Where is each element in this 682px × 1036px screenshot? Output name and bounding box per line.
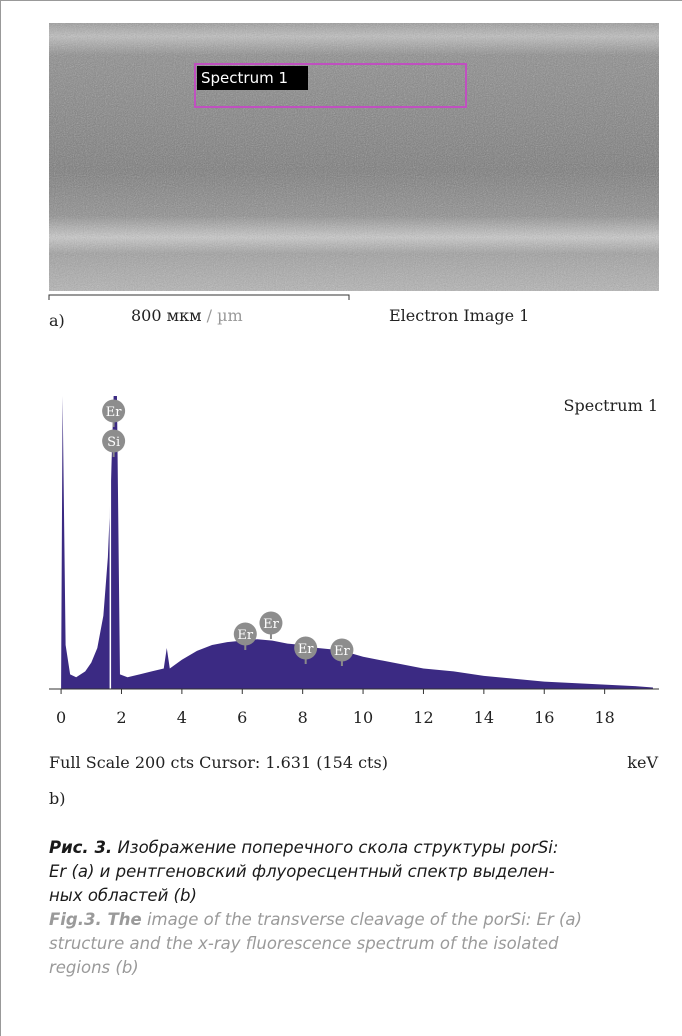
panel-label: a)	[49, 311, 65, 330]
caption-text: Изображение поперечного скола структуры …	[117, 838, 559, 857]
marker	[330, 638, 354, 662]
scale-bar	[48, 294, 350, 300]
marker-label: Er	[237, 628, 253, 643]
caption-line: structure and the x-ray fluorescence spe…	[49, 932, 679, 956]
chart-title: Spectrum 1	[564, 396, 658, 415]
x-tick-label: 2	[116, 708, 126, 727]
x-tick-label: 16	[534, 708, 554, 727]
marker-label: Si	[107, 435, 120, 450]
x-unit: keV	[627, 753, 658, 772]
marker-label: Er	[106, 405, 122, 420]
caption-text: structure and the x-ray fluorescence spe…	[49, 934, 559, 953]
caption-en: Fig.3. The image of the transverse cleav…	[49, 908, 679, 980]
marker	[102, 399, 126, 423]
scale-unit: / µm	[207, 306, 243, 325]
box-label-bg	[197, 66, 308, 90]
x-tick-label: 0	[56, 708, 66, 727]
marker-label: Er	[334, 644, 350, 659]
caption-ru: Рис. 3. Изображение поперечного скола ст…	[49, 836, 679, 908]
image-title: Electron Image 1	[389, 306, 529, 325]
caption-text: regions (b)	[49, 958, 139, 977]
spectrum-box	[194, 63, 467, 108]
x-tick-label: 14	[474, 708, 494, 727]
x-tick-label: 10	[353, 708, 373, 727]
scale-label: 800 мкм / µm	[131, 306, 243, 325]
scale-number: 800 мкм	[131, 306, 202, 325]
chart-footer: Full Scale 200 cts Cursor: 1.631 (154 ct…	[49, 753, 388, 772]
caption-text: Er (a) и рентгеновский флуоресцентный сп…	[49, 862, 555, 881]
chart-panel: b)	[49, 789, 65, 808]
caption-label: Fig.3. The	[49, 910, 142, 929]
x-tick-label: 18	[594, 708, 614, 727]
caption-label: Рис. 3.	[49, 838, 113, 857]
caption-line: ных областей (b)	[49, 884, 679, 908]
x-tick-label: 6	[237, 708, 247, 727]
spectrum-area	[61, 396, 653, 689]
caption-line: Fig.3. The image of the transverse cleav…	[49, 908, 679, 932]
x-tick-label: 4	[177, 708, 187, 727]
caption-line: Рис. 3. Изображение поперечного скола ст…	[49, 836, 679, 860]
caption-line: Er (a) и рентгеновский флуоресцентный сп…	[49, 860, 679, 884]
marker	[233, 622, 257, 646]
caption-line: regions (b)	[49, 956, 679, 980]
box-label: Spectrum 1	[201, 69, 288, 87]
marker	[259, 611, 283, 635]
figure: Spectrum 1 a) 800 мкм / µm Electron Imag…	[48, 23, 659, 808]
marker-label: Er	[298, 642, 314, 657]
marker-label: Er	[263, 617, 279, 632]
marker	[102, 429, 126, 453]
sem-noise	[49, 23, 659, 291]
marker	[294, 636, 318, 660]
caption-text: image of the transverse cleavage of the …	[146, 910, 582, 929]
x-tick-label: 8	[298, 708, 308, 727]
caption-text: ных областей (b)	[49, 886, 197, 905]
x-tick-label: 12	[413, 708, 433, 727]
